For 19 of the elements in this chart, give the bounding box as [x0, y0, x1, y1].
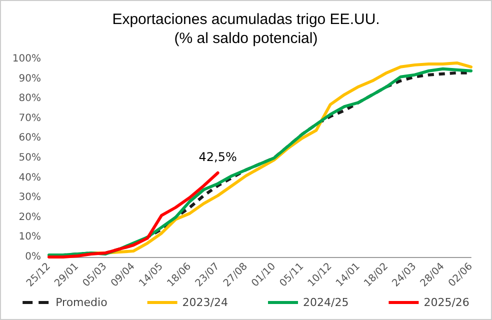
legend-label: Promedio [56, 296, 108, 309]
y-tick-label: 40% [18, 172, 41, 184]
y-tick-label: 100% [12, 54, 41, 64]
y-tick-label: 60% [18, 132, 41, 144]
y-tick-label: 70% [18, 112, 41, 124]
legend-label: 2024/25 [303, 296, 349, 309]
y-tick-label: 30% [18, 192, 41, 204]
y-tick-label: 90% [18, 73, 41, 84]
y-tick-label: 10% [18, 232, 41, 243]
y-tick-label: 80% [18, 93, 41, 104]
legend-label: 2025/26 [424, 296, 470, 309]
chart-subtitle: (% al saldo potencial) [174, 30, 318, 47]
legend-label: 2023/24 [182, 296, 228, 309]
data-label: 42,5% [198, 150, 237, 164]
y-tick-label: 0% [25, 252, 41, 262]
y-tick-label: 20% [18, 212, 41, 223]
chart-title: Exportaciones acumuladas trigo EE.UU. [112, 11, 380, 28]
line-series [48, 171, 220, 258]
y-tick-label: 50% [18, 152, 41, 164]
